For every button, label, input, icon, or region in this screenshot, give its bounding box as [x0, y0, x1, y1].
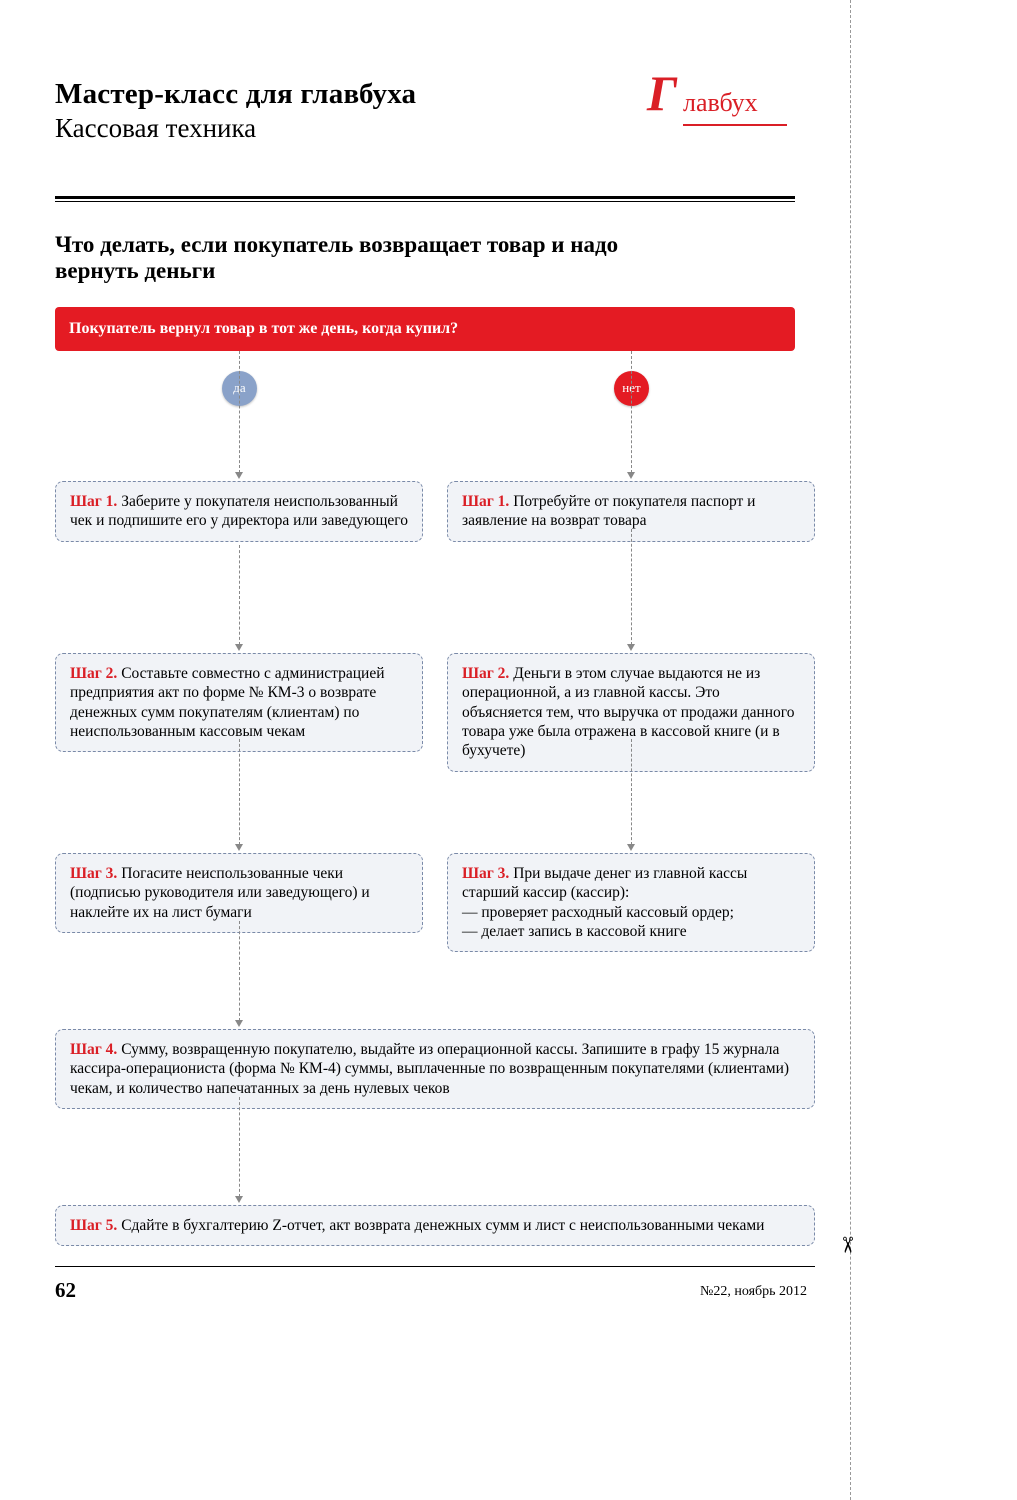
question-bar: Покупатель вернул товар в тот же день, к… [55, 307, 795, 351]
right-step3-label: Шаг 3. [462, 865, 509, 882]
logo-text: лавбух [683, 88, 758, 118]
step5-box: Шаг 5. Сдайте в бухгалтерию Z-отчет, акт… [55, 1205, 815, 1246]
left-step3-label: Шаг 3. [70, 865, 117, 882]
left-step2-box: Шаг 2. Составьте совместно с администрац… [55, 653, 423, 753]
flow-arrow-line [239, 351, 240, 473]
left-step2-text: Составьте совместно с администрацией пре… [70, 665, 385, 740]
right-step1-label: Шаг 1. [462, 493, 509, 510]
page: Мастер-класс для главбуха Кассовая техни… [0, 0, 850, 1341]
scissors-icon: ✂ [834, 1236, 860, 1254]
page-cut-line [850, 0, 851, 1500]
logo-underline [683, 124, 787, 126]
header-rule [55, 196, 795, 202]
flowchart: да нет Шаг 1. Заберите у покупателя неис… [55, 351, 795, 1301]
issue-label: №22, ноябрь 2012 [700, 1284, 807, 1300]
footer-rule [55, 1266, 815, 1267]
right-step3-line2: — делает запись в кассовой книге [462, 923, 687, 940]
left-step1-text: Заберите у покупателя неиспользованный ч… [70, 493, 408, 529]
page-title-sub: Кассовая техника [55, 113, 655, 144]
flow-arrow-head [235, 1020, 243, 1027]
glavbukh-logo: Г лавбух [655, 70, 795, 132]
flow-arrow-head [235, 644, 243, 651]
step4-label: Шаг 4. [70, 1041, 117, 1058]
flow-arrow-line [631, 529, 632, 645]
section-title: Что делать, если покупатель возвращает т… [55, 232, 695, 285]
step4-text: Сумму, возвращенную покупателю, выдайте … [70, 1041, 789, 1097]
flow-arrow-line [239, 545, 240, 645]
flow-arrow-line [631, 351, 632, 473]
right-step2-label: Шаг 2. [462, 665, 509, 682]
flow-arrow-head [235, 472, 243, 479]
page-number: 62 [55, 1278, 76, 1303]
flow-arrow-head [627, 644, 635, 651]
flow-arrow-line [239, 921, 240, 1021]
flow-arrow-head [627, 472, 635, 479]
flow-arrow-head [627, 844, 635, 851]
left-step1-box: Шаг 1. Заберите у покупателя неиспользов… [55, 481, 423, 542]
flow-arrow-line [239, 1097, 240, 1197]
right-step2-text: Деньги в этом случае выдаются не из опер… [462, 665, 795, 760]
left-step1-label: Шаг 1. [70, 493, 117, 510]
flow-arrow-line [631, 739, 632, 845]
step5-text: Сдайте в бухгалтерию Z-отчет, акт возвра… [117, 1217, 764, 1234]
flow-arrow-head [235, 1196, 243, 1203]
flow-arrow-line [239, 739, 240, 845]
page-header: Мастер-класс для главбуха Кассовая техни… [55, 78, 795, 144]
flow-arrow-head [235, 844, 243, 851]
step5-label: Шаг 5. [70, 1217, 117, 1234]
right-step3-box: Шаг 3. При выдаче денег из главной кассы… [447, 853, 815, 953]
right-step3-line1: — проверяет расходный кассовый ордер; [462, 904, 734, 921]
header-titles: Мастер-класс для главбуха Кассовая техни… [55, 78, 655, 144]
page-title-bold: Мастер-класс для главбуха [55, 78, 655, 111]
left-step2-label: Шаг 2. [70, 665, 117, 682]
logo-initial: Г [647, 64, 677, 122]
step4-box: Шаг 4. Сумму, возвращенную покупателю, в… [55, 1029, 815, 1109]
